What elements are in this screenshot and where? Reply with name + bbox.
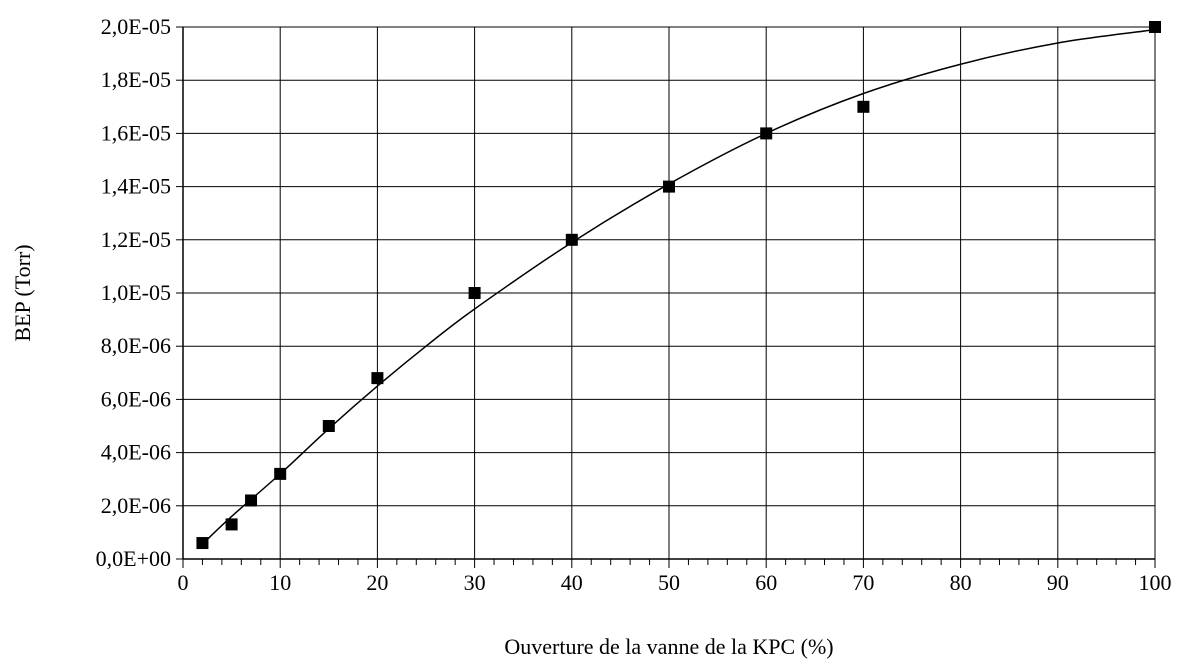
y-tick-label: 6,0E-06: [101, 386, 171, 411]
y-tick-label: 8,0E-06: [101, 333, 171, 358]
y-tick-label: 2,0E-05: [101, 14, 171, 39]
data-point: [371, 372, 384, 385]
x-tick-label: 30: [464, 570, 486, 595]
data-point: [468, 287, 481, 299]
y-tick-label: 1,6E-05: [101, 120, 171, 145]
axes: [176, 26, 1156, 568]
data-point: [274, 467, 287, 480]
data-point: [225, 518, 238, 531]
y-tick-label: 4,0E-06: [101, 440, 171, 465]
x-axis-label: Ouverture de la vanne de la KPC (%): [504, 634, 833, 659]
data-point: [322, 420, 335, 432]
x-tick-label: 100: [1139, 570, 1172, 595]
data-points: [196, 21, 1161, 550]
y-tick-labels: 0,0E+00 2,0E-06 4,0E-06 6,0E-06 8,0E-06 1,0E-…: [96, 14, 171, 571]
y-tick-label: 1,2E-05: [101, 227, 171, 252]
x-tick-label: 70: [852, 570, 874, 595]
data-point: [1149, 21, 1161, 33]
x-tick-label: 60: [755, 570, 777, 595]
y-tick-label: 1,4E-05: [101, 174, 171, 199]
y-tick-label: 1,0E-05: [101, 280, 171, 305]
y-tick-label: 0,0E+00: [96, 546, 171, 571]
x-tick-label: 80: [950, 570, 972, 595]
x-tick-label: 20: [366, 570, 388, 595]
data-point: [565, 233, 578, 246]
data-point: [857, 100, 870, 113]
x-tick-label: 10: [269, 570, 291, 595]
x-tick-labels: 0 10 20 30 40 50 60 70 80 90 100: [178, 570, 1172, 595]
data-point: [196, 537, 209, 550]
x-tick-label: 90: [1047, 570, 1069, 595]
data-point: [245, 494, 258, 507]
gridlines: [183, 26, 1156, 559]
x-tick-label: 40: [561, 570, 583, 595]
y-tick-label: 2,0E-06: [101, 493, 171, 518]
data-point: [760, 127, 773, 140]
y-tick-label: 1,8E-05: [101, 67, 171, 92]
x-tick-label: 0: [178, 570, 189, 595]
x-tick-label: 50: [658, 570, 680, 595]
data-point: [663, 180, 675, 193]
y-axis-label: BEP (Torr): [10, 244, 35, 341]
